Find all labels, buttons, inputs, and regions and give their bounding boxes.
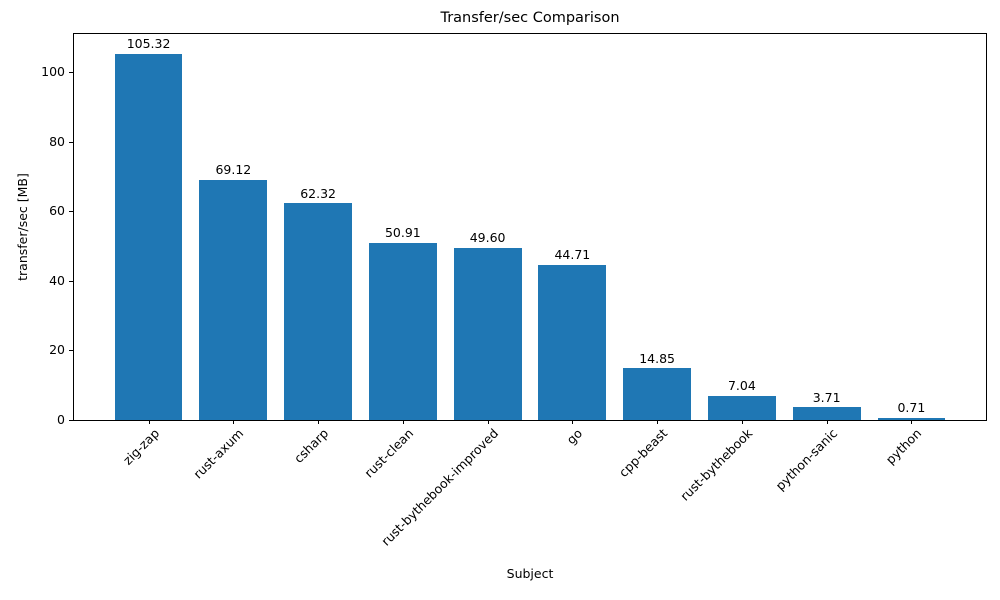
y-tick-label: 20 bbox=[49, 342, 65, 358]
y-tick-label: 60 bbox=[49, 203, 65, 219]
bar bbox=[453, 247, 522, 420]
y-tick-label: 80 bbox=[49, 133, 65, 149]
bar bbox=[707, 395, 776, 420]
x-tick-mark bbox=[148, 420, 150, 424]
bar-value-label: 3.71 bbox=[812, 389, 841, 405]
bar-value-label: 49.60 bbox=[469, 230, 506, 246]
plot-area: 105.32 69.12 62.32 50.91 49.60 44.71 14.85 7.04… bbox=[41, 33, 987, 549]
bar bbox=[538, 264, 607, 420]
x-tick-label: rust-axum bbox=[190, 425, 247, 482]
x-tick-label: rust-clean bbox=[361, 425, 417, 481]
x-tick-mark bbox=[741, 420, 743, 424]
bar bbox=[284, 203, 352, 420]
bar-value-label: 7.04 bbox=[727, 378, 756, 394]
bar-value-label: 62.32 bbox=[300, 185, 336, 201]
bar bbox=[877, 417, 946, 420]
x-tick-label: cpp-beast bbox=[615, 425, 671, 480]
bar-value-label: 69.12 bbox=[215, 162, 252, 178]
y-tick-label: 100 bbox=[41, 64, 65, 79]
bar bbox=[114, 53, 183, 420]
bar-value-label: 14.85 bbox=[639, 350, 676, 366]
x-tick-mark bbox=[826, 420, 828, 424]
bar bbox=[199, 179, 268, 420]
x-tick-label: zig-zap bbox=[119, 425, 162, 468]
bar bbox=[368, 242, 437, 420]
x-axis-label: Subject bbox=[506, 566, 554, 581]
y-axis-label: transfer/sec [MB] bbox=[14, 173, 30, 281]
y-tick-mark bbox=[69, 141, 73, 143]
bar-value-label: 44.71 bbox=[554, 247, 591, 263]
y-tick-label: 40 bbox=[49, 272, 65, 288]
x-tick-mark bbox=[487, 420, 489, 424]
x-tick-mark bbox=[657, 420, 659, 424]
y-tick-mark bbox=[69, 72, 73, 74]
y-tick-mark bbox=[69, 350, 73, 352]
x-tick-label: python bbox=[883, 425, 925, 468]
x-tick-mark bbox=[318, 420, 320, 424]
x-tick-label: go bbox=[563, 425, 586, 448]
x-tick-mark bbox=[572, 420, 574, 424]
y-tick-label: 0 bbox=[57, 411, 65, 427]
bar-value-label: 105.32 bbox=[126, 36, 171, 52]
x-tick-mark bbox=[402, 420, 404, 424]
chart-title: Transfer/sec Comparison bbox=[440, 10, 620, 26]
x-tick-mark bbox=[233, 420, 235, 424]
bar bbox=[623, 368, 692, 420]
y-tick-mark bbox=[69, 420, 73, 421]
y-tick-mark bbox=[69, 211, 73, 213]
x-tick-label: csharp bbox=[290, 425, 332, 466]
bar bbox=[792, 407, 861, 420]
bar-value-label: 0.71 bbox=[897, 400, 926, 416]
y-tick-mark bbox=[69, 280, 73, 282]
bar-value-label: 50.91 bbox=[384, 225, 421, 241]
x-tick-label: python-sanic bbox=[772, 425, 840, 494]
x-tick-mark bbox=[911, 420, 913, 424]
x-tick-label: rust-bythebook bbox=[677, 425, 756, 504]
